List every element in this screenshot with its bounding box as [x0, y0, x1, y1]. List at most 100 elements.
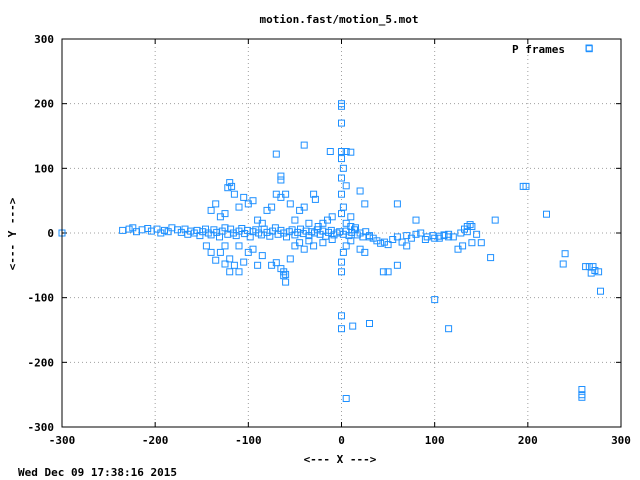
data-point	[282, 278, 290, 286]
data-point	[466, 221, 474, 229]
data-point	[342, 148, 350, 155]
data-point	[361, 200, 369, 208]
data-point	[286, 200, 294, 208]
data-point	[463, 228, 471, 236]
data-point	[216, 248, 224, 256]
data-point	[326, 148, 334, 155]
data-point	[338, 268, 345, 276]
data-point	[587, 269, 595, 277]
data-point	[578, 386, 586, 393]
data-point	[207, 248, 215, 256]
data-point	[226, 179, 234, 187]
data-point	[459, 242, 467, 250]
data-point	[282, 190, 290, 198]
data-point	[207, 206, 215, 214]
data-point	[339, 164, 347, 172]
data-point	[305, 219, 313, 227]
data-point	[431, 296, 439, 304]
y-tick-label: 300	[34, 33, 54, 46]
data-point	[310, 190, 318, 198]
data-point	[338, 155, 345, 163]
y-tick-label: -200	[28, 356, 55, 369]
data-point	[582, 263, 590, 271]
data-point	[235, 268, 243, 276]
data-point	[403, 242, 411, 250]
y-tick-label: -100	[28, 292, 55, 305]
data-point	[338, 102, 345, 110]
x-tick-label: 300	[611, 434, 631, 447]
data-point	[216, 213, 224, 221]
data-point	[361, 248, 369, 256]
data-point	[468, 239, 476, 247]
data-point	[338, 190, 345, 198]
data-point	[384, 268, 392, 276]
data-point	[230, 190, 238, 198]
data-point	[487, 254, 495, 262]
data-point	[338, 174, 345, 182]
chart-title: motion.fast/motion_5.mot	[260, 13, 419, 26]
legend-label: P frames	[512, 43, 565, 56]
data-point	[347, 148, 355, 156]
data-point	[449, 233, 457, 241]
data-points	[58, 45, 604, 402]
data-point	[338, 258, 345, 266]
plot-frame	[61, 38, 622, 428]
data-point	[129, 224, 137, 232]
data-point	[338, 148, 345, 155]
footer-timestamp: Wed Dec 09 17:38:16 2015	[18, 466, 177, 479]
data-point	[311, 195, 319, 203]
data-point	[352, 224, 359, 232]
data-point	[282, 270, 290, 278]
data-point	[445, 233, 453, 241]
data-point	[379, 268, 387, 276]
legend-marker	[585, 44, 593, 52]
data-point	[202, 242, 210, 250]
data-point	[119, 226, 127, 234]
x-tick-label: -100	[235, 434, 262, 447]
data-point	[300, 245, 308, 253]
data-point	[161, 226, 168, 234]
data-point	[559, 260, 567, 268]
data-point	[268, 203, 276, 211]
data-point	[356, 187, 364, 195]
data-point	[240, 193, 248, 201]
data-point	[310, 242, 318, 250]
data-point	[398, 238, 406, 246]
data-point	[491, 216, 499, 224]
data-point	[366, 233, 373, 241]
data-point	[226, 255, 234, 263]
data-point	[342, 395, 350, 402]
data-point	[561, 250, 569, 258]
data-point	[125, 225, 133, 233]
data-point	[384, 241, 392, 249]
data-point	[522, 182, 530, 190]
data-point	[435, 232, 443, 240]
y-tick-label: 200	[34, 98, 54, 111]
data-point	[597, 287, 604, 295]
data-point	[296, 239, 304, 247]
data-point	[393, 233, 401, 241]
y-tick-label: -300	[28, 421, 55, 434]
axis-ticks	[61, 38, 622, 428]
data-point	[377, 239, 385, 247]
data-point	[347, 213, 355, 221]
data-point	[393, 200, 401, 208]
legend: P frames	[512, 43, 593, 56]
x-tick-label: 100	[425, 434, 445, 447]
data-point	[300, 141, 308, 149]
data-point	[228, 182, 236, 190]
x-tick-labels: -300 -200 -100 0 100 200 300	[49, 434, 631, 447]
data-point	[230, 261, 238, 269]
data-point	[407, 234, 415, 242]
data-point	[543, 210, 550, 218]
data-point	[319, 239, 327, 247]
data-point	[272, 259, 280, 267]
data-point	[212, 200, 220, 208]
data-point	[339, 248, 347, 256]
data-point	[477, 239, 485, 247]
data-point	[258, 252, 266, 260]
data-point	[445, 325, 453, 333]
data-point	[249, 197, 257, 205]
data-point	[277, 176, 285, 184]
